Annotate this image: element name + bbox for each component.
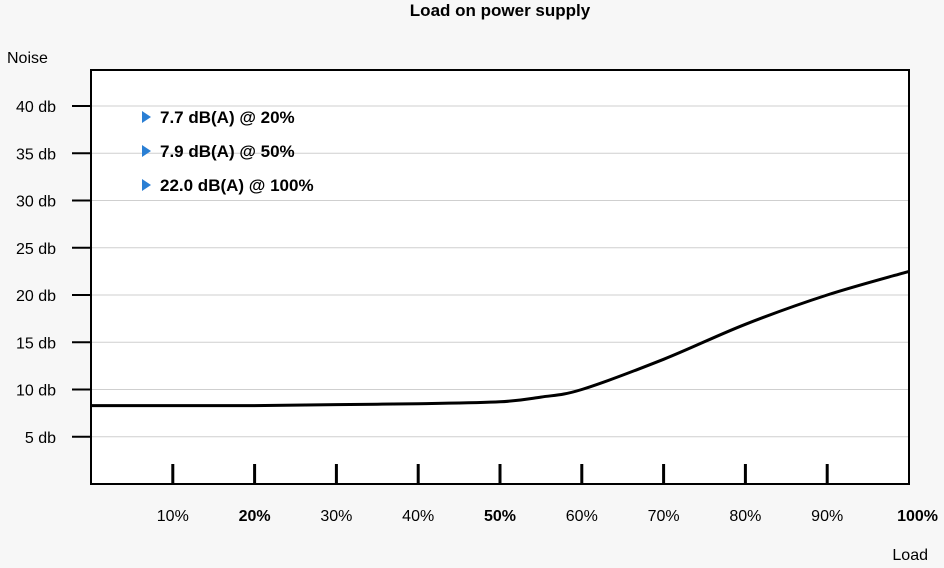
chart-title: Load on power supply (410, 1, 591, 20)
gridlines (92, 105, 908, 438)
annotation-marker-icon (142, 111, 151, 123)
annotation-text: 7.7 dB(A) @ 20% (160, 108, 295, 127)
x-tick-label: 20% (239, 508, 271, 525)
annotation-text: 7.9 dB(A) @ 50% (160, 142, 295, 161)
y-tick-label: 25 db (16, 241, 56, 258)
x-tick-label: 60% (566, 508, 598, 525)
x-tick-label: 90% (811, 508, 843, 525)
y-axis-label: Noise (7, 50, 48, 67)
y-tick-label: 30 db (16, 194, 56, 211)
plot-frame (90, 69, 910, 485)
x-tick-label: 10% (157, 508, 189, 525)
series-layer (90, 269, 910, 408)
y-tick-label: 10 db (16, 383, 56, 400)
y-tick-label: 15 db (16, 335, 56, 352)
x-tick-label: 50% (484, 508, 516, 525)
y-ticks: 5 db 10 db 15 db 20 db 25 db 30 db 35 db 40 db (16, 99, 91, 447)
annotation-text: 22.0 dB(A) @ 100% (160, 176, 314, 195)
x-tick-label: 70% (648, 508, 680, 525)
y-tick-label: 5 db (25, 430, 56, 447)
annotation-marker-icon (142, 145, 151, 157)
y-tick-label: 20 db (16, 288, 56, 305)
y-tick-label: 35 db (16, 146, 56, 163)
x-tick-label: 30% (320, 508, 352, 525)
x-tick-label: 100% (897, 508, 938, 525)
x-ticks: 10% 20% 30% 40% 50% 60% 70% 80% 90% 100% (157, 464, 938, 525)
y-tick-label: 40 db (16, 99, 56, 116)
legend-annotations: 7.7 dB(A) @ 20% 7.9 dB(A) @ 50% 22.0 dB(A)… (142, 108, 314, 195)
x-tick-label: 80% (729, 508, 761, 525)
annotation-marker-icon (142, 179, 151, 191)
x-tick-label: 40% (402, 508, 434, 525)
noise-curve (90, 269, 910, 408)
x-axis-label: Load (892, 547, 928, 564)
